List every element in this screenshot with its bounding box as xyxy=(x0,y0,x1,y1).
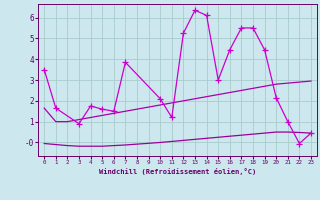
X-axis label: Windchill (Refroidissement éolien,°C): Windchill (Refroidissement éolien,°C) xyxy=(99,168,256,175)
